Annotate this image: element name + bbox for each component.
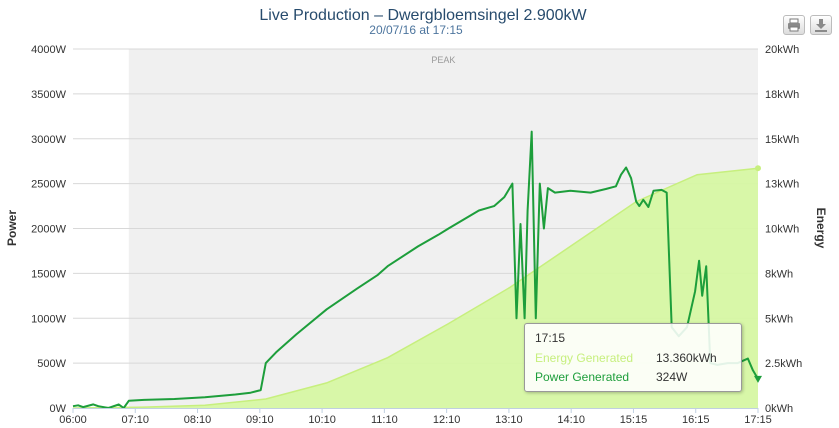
peak-band-label: PEAK (431, 55, 455, 65)
y-left-tick-label: 2500W (31, 179, 66, 191)
x-tick-label: 14:10 (557, 414, 585, 426)
y-axis-left-title: Power (5, 210, 19, 246)
power-marker (754, 375, 762, 383)
y-left-tick-label: 500W (37, 358, 66, 370)
y-right-tick-label: 15kWh (765, 134, 799, 146)
y-right-tick-label: 18kWh (765, 89, 799, 101)
y-left-tick-label: 3500W (31, 89, 66, 101)
y-left-tick-label: 1000W (31, 313, 66, 325)
print-button[interactable] (783, 15, 805, 35)
x-tick-label: 08:10 (184, 414, 212, 426)
x-tick-label: 06:00 (59, 414, 87, 426)
y-right-tick-label: 2.5kWh (765, 358, 802, 370)
y-left-tick-label: 2000W (31, 224, 66, 236)
y-right-tick-label: 5kWh (765, 313, 793, 325)
chart-title: Live Production – Dwergbloemsingel 2.900… (259, 7, 587, 24)
energy-marker (755, 165, 761, 172)
tooltip: 17:15 Energy Generated 13.360kWh Power G… (524, 323, 742, 392)
x-tick-label: 16:15 (682, 414, 710, 426)
x-tick-label: 10:10 (308, 414, 336, 426)
y-axis-left-labels: 0W 500W 1000W 1500W 2000W 2500W 3000W 3500W 4000… (31, 44, 66, 415)
x-tick-label: 15:15 (620, 414, 648, 426)
y-right-tick-label: 0kWh (765, 403, 793, 415)
tooltip-row-power: Power Generated 324W (535, 370, 731, 384)
y-right-tick-label: 20kWh (765, 44, 799, 56)
download-icon (815, 19, 827, 32)
x-tick-label: 07:10 (122, 414, 150, 426)
tooltip-energy-value: 13.360kWh (656, 351, 717, 365)
y-right-tick-label: 13kWh (765, 179, 799, 191)
tooltip-time: 17:15 (535, 331, 566, 345)
chart-subtitle: 20/07/16 at 17:15 (369, 23, 463, 37)
tooltip-energy-label: Energy Generated (535, 351, 634, 365)
y-left-tick-label: 0W (50, 403, 67, 415)
x-tick-label: 09:10 (246, 414, 274, 426)
download-button[interactable] (810, 15, 832, 35)
x-tick-label: 11:10 (371, 414, 398, 426)
hover-markers (754, 165, 762, 383)
y-right-tick-label: 10kWh (765, 224, 799, 236)
y-right-tick-label: 8kWh (765, 268, 793, 280)
x-tick-label: 13:10 (495, 414, 523, 426)
x-tick-label: 12:10 (433, 414, 461, 426)
tooltip-power-value: 324W (656, 370, 688, 384)
x-axis-labels: 06:00 07:10 08:10 09:10 10:10 11:10 12:10 13:10… (59, 414, 772, 426)
print-icon (788, 18, 800, 32)
y-left-tick-label: 1500W (31, 268, 66, 280)
y-left-tick-label: 4000W (31, 44, 66, 56)
y-axis-right-labels: 0kWh 2.5kWh 5kWh 8kWh 10kWh 13kWh 15kWh 18kWh 20… (765, 44, 802, 415)
tooltip-row-energy: Energy Generated 13.360kWh (535, 351, 731, 365)
energy-line (72, 167, 759, 409)
y-axis-right-title: Energy (814, 208, 828, 249)
tooltip-power-label: Power Generated (535, 370, 630, 384)
y-left-tick-label: 3000W (31, 134, 66, 146)
axes (72, 408, 759, 413)
x-tick-label: 17:15 (744, 414, 772, 426)
